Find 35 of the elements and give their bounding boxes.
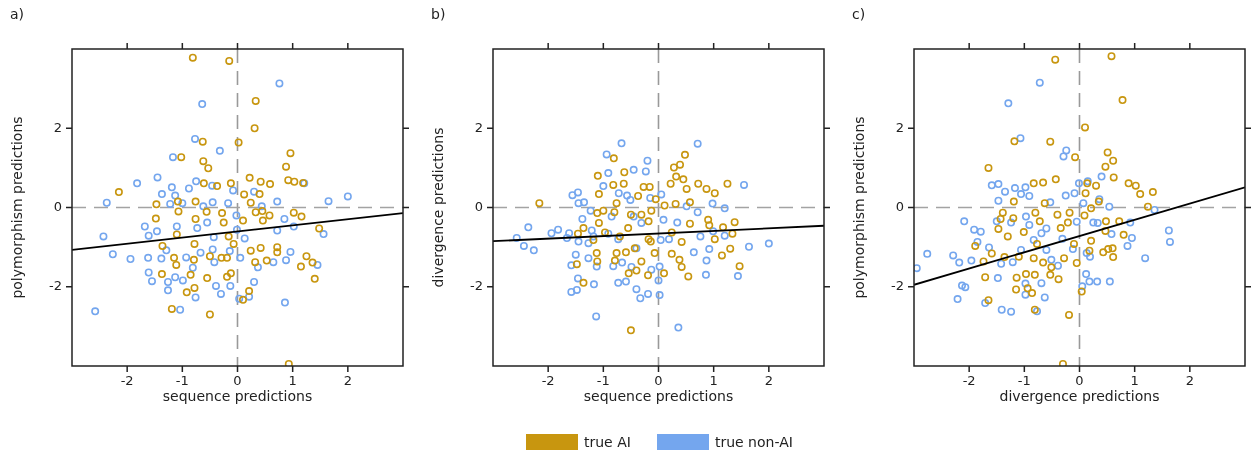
y-tick-label: -2	[470, 278, 483, 294]
x-tick-label: -2	[962, 373, 976, 389]
x-tick-label: 2	[343, 373, 352, 389]
x-axis-title: divergence predictions	[999, 388, 1160, 405]
x-tick-label: 2	[1185, 373, 1194, 389]
x-tick-label: 0	[1075, 373, 1084, 389]
x-tick-label: 2	[764, 373, 773, 389]
y-tick-label: 0	[53, 198, 62, 214]
y-tick-label: -2	[891, 278, 904, 294]
x-tick-label: 0	[233, 373, 242, 389]
x-axis-title: sequence predictions	[162, 388, 313, 405]
y-tick-label: 0	[474, 198, 483, 214]
chart-title: a)	[10, 6, 25, 22]
y-axis-title: divergence predictions	[430, 127, 447, 288]
x-tick-label: -2	[541, 373, 555, 389]
chart-title: c)	[852, 6, 866, 22]
x-tick-label: 0	[654, 373, 663, 389]
x-tick-label: 1	[709, 373, 718, 389]
x-tick-label: -2	[120, 373, 134, 389]
y-tick-label: 2	[474, 119, 483, 135]
legend-label: true non-AI	[714, 434, 793, 450]
legend-label: true AI	[584, 434, 631, 450]
x-tick-label: 1	[1130, 373, 1139, 389]
x-tick-label: -1	[175, 373, 189, 389]
y-axis-title: polymorphism predictions	[851, 116, 868, 299]
chart-title: b)	[431, 6, 446, 22]
x-tick-label: -1	[596, 373, 610, 389]
y-tick-label: -2	[49, 278, 62, 294]
x-tick-label: -1	[1017, 373, 1031, 389]
y-axis-title: polymorphism predictions	[9, 116, 26, 299]
x-axis-title: sequence predictions	[583, 388, 734, 405]
y-tick-label: 2	[53, 119, 62, 135]
y-tick-label: 0	[895, 198, 904, 214]
y-tick-label: 2	[895, 119, 904, 135]
x-tick-label: 1	[288, 373, 297, 389]
